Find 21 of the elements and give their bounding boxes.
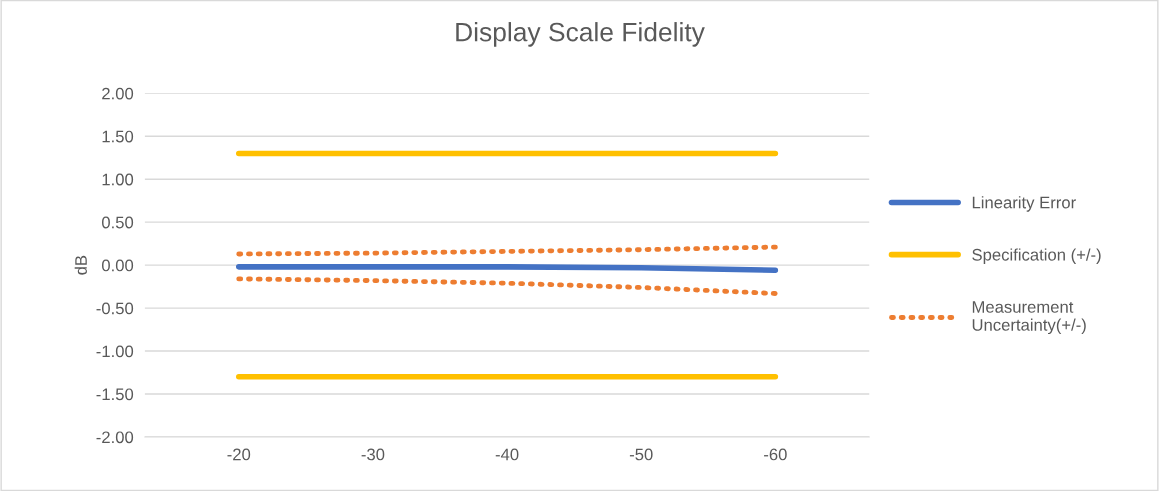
legend-label: Measurement Uncertainty(+/-) — [972, 301, 1086, 335]
legend-label: Specification (+/-) — [972, 248, 1101, 264]
x-tick-label: -40 — [495, 448, 519, 461]
y-tick-label: 0.00 — [101, 259, 134, 272]
x-tick-label: -60 — [764, 448, 787, 461]
x-tick-label: -20 — [227, 448, 251, 461]
line-series — [236, 276, 778, 296]
line-series — [236, 244, 778, 257]
x-tick-label: -30 — [361, 448, 385, 461]
y-tick-label: -1.00 — [96, 345, 134, 358]
y-axis-title: dB — [74, 255, 87, 275]
legend-label: Linearity Error — [972, 196, 1076, 212]
y-tick-label: 1.50 — [102, 130, 134, 143]
y-tick-label: 0.50 — [101, 216, 134, 229]
y-tick-label: -0.50 — [96, 302, 134, 315]
y-tick-label: 2.00 — [102, 87, 134, 100]
chart-title: Display Scale Fidelity — [456, 22, 705, 47]
y-tick-label: 1.00 — [102, 173, 134, 186]
x-tick-label: -50 — [629, 448, 653, 461]
y-tick-label: -1.50 — [96, 388, 134, 401]
y-tick-label: -2.00 — [96, 431, 134, 444]
